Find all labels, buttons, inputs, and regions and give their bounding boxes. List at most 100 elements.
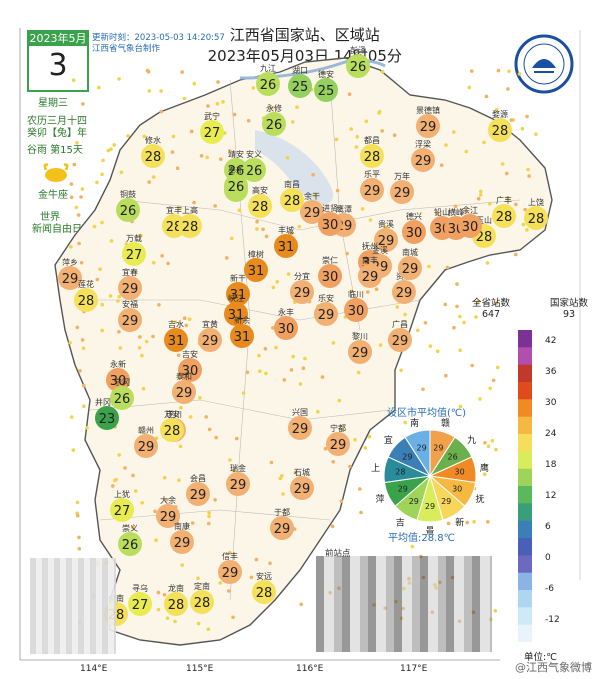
region-dot (228, 551, 232, 555)
colorbar-band (518, 347, 532, 366)
region-dot (207, 514, 211, 519)
station-name: 安福 (122, 299, 138, 309)
pie-city-label: 九 (467, 435, 476, 446)
station-奉新: 26 奉新 (224, 165, 248, 198)
region-dot (192, 200, 196, 205)
station-value: 29 (352, 346, 369, 361)
station-value: 29 (190, 488, 207, 503)
region-dot (141, 386, 146, 391)
station-name: 于都 (274, 508, 290, 517)
station-value: 29 (174, 536, 191, 551)
region-dot (133, 489, 138, 493)
region-dot (81, 346, 86, 351)
station-marker (110, 386, 134, 410)
region-dot (268, 561, 272, 566)
station-marker (274, 234, 298, 258)
station-value: 29 (292, 422, 309, 437)
station-marker (226, 282, 250, 306)
station-marker (230, 324, 254, 348)
region-dot (488, 386, 493, 391)
station-marker (262, 112, 286, 136)
station-name: 鹰潭 (336, 204, 352, 214)
station-marker (346, 54, 370, 78)
station-value: 29 (396, 286, 413, 301)
region-dot (152, 260, 156, 265)
pie-city-label: 鹰 (480, 462, 489, 474)
station-value: 30 (462, 220, 479, 235)
station-marker (326, 432, 350, 456)
colorbar-band (518, 451, 532, 470)
region-dot (232, 112, 237, 117)
region-dot (69, 195, 74, 200)
region-dot (525, 114, 529, 119)
region-dot (479, 189, 483, 194)
region-dot (175, 166, 180, 170)
station-广丰: 28 广丰 (492, 195, 516, 228)
region-dot (506, 87, 510, 91)
colorbar-tick: 18 (545, 460, 557, 470)
region-dot (221, 100, 225, 104)
region-dot (496, 68, 501, 73)
station-新余: 31 新余 (230, 315, 254, 348)
weibo-watermark: @江西气象微博 (515, 661, 592, 674)
pie-value: 29 (409, 497, 419, 506)
region-dot (264, 234, 269, 239)
station-value: 28 (284, 194, 301, 209)
station-南丰: 29 南丰 (358, 255, 382, 288)
station-万年: 29 万年 (390, 171, 414, 204)
region-dot (219, 157, 223, 161)
station-name: 奉新 (228, 165, 244, 175)
region-dot (380, 129, 385, 133)
station-value: 28 (166, 220, 183, 235)
station-value: 30 (348, 304, 365, 319)
region-dot (263, 346, 268, 351)
pie-slice-南 (404, 429, 431, 478)
region-dot (482, 140, 486, 145)
solar-term: 谷雨 第15天 (27, 145, 83, 156)
region-dot (313, 193, 317, 197)
station-marker (170, 530, 194, 554)
region-dot (111, 484, 115, 488)
pie-value: 28 (395, 468, 405, 477)
station-value: 28 (78, 294, 95, 309)
station-value: 29 (318, 308, 335, 323)
region-dot (146, 69, 151, 74)
station-德安: 25 德安 (314, 69, 338, 102)
station-兴国: 29 兴国 (288, 408, 312, 440)
region-dot (330, 524, 335, 529)
station-marker (186, 482, 210, 506)
station-value: 29 (294, 286, 311, 301)
region-dot (237, 208, 242, 213)
station-marker (360, 144, 384, 168)
region-dot (176, 353, 181, 358)
station-高安: 28 高安 (248, 185, 272, 218)
region-dot (331, 341, 336, 345)
station-进贤: 30 进贤 (318, 204, 342, 236)
region-dot (478, 397, 482, 401)
region-dot (303, 356, 307, 361)
pie-average: 平均值:28.8℃ (388, 533, 455, 544)
station-value: 26 (122, 538, 139, 553)
colorbar-tick: 6 (545, 522, 551, 532)
station-name: 万年 (394, 171, 410, 181)
region-dot (156, 590, 161, 595)
region-dot (82, 404, 86, 409)
colorbar-tick: 42 (545, 336, 557, 346)
region-dot (157, 303, 161, 307)
station-景德镇: 29 景德镇 (416, 105, 440, 138)
region-dot (139, 233, 143, 238)
station-marker (248, 194, 272, 218)
station-value: 29 (378, 234, 395, 249)
colorbar-tick: 24 (545, 429, 557, 439)
colorbar-band (518, 382, 532, 400)
station-value: 29 (392, 334, 409, 349)
colorbar-band (518, 330, 532, 348)
producer: 江西省气象台制作 (92, 44, 161, 54)
region-dot (156, 607, 161, 612)
station-name: 金溪 (372, 245, 388, 255)
station-name: 赣州 (138, 425, 154, 435)
station-value: 29 (402, 262, 419, 277)
pie-value: 29 (417, 443, 427, 452)
station-marker (348, 340, 372, 364)
